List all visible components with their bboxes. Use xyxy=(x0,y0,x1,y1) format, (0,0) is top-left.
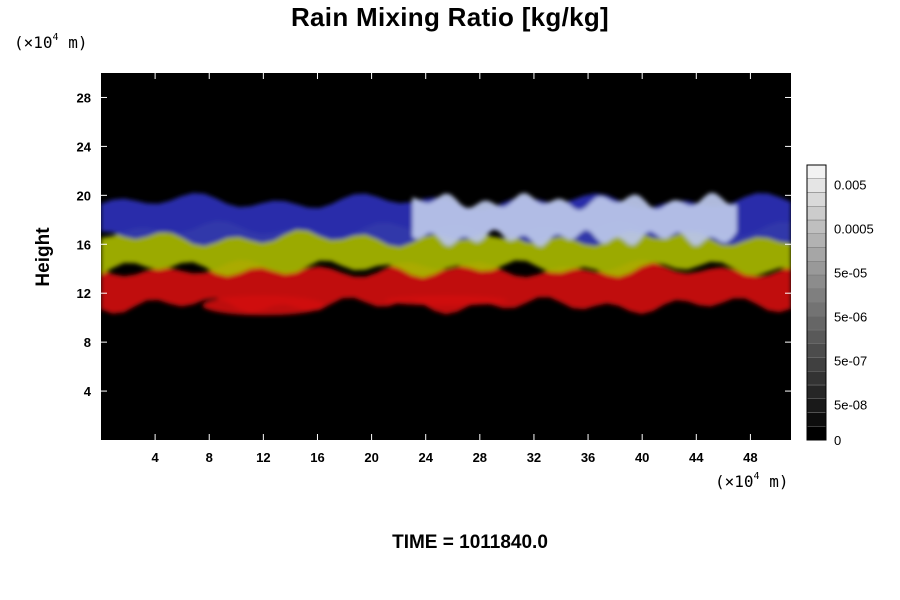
x-tick-label: 28 xyxy=(473,450,487,465)
colorbar-segment xyxy=(806,398,827,413)
x-tick-label: 32 xyxy=(527,450,541,465)
band-light-blue-0 xyxy=(412,192,737,247)
colorbar-label: 5e-05 xyxy=(834,265,867,280)
x-tick-label: 4 xyxy=(152,450,160,465)
colorbar-segment xyxy=(806,288,827,303)
colorbar-segment xyxy=(806,247,827,262)
chart-title: Rain Mixing Ratio [kg/kg] xyxy=(290,2,610,32)
colorbar-segment xyxy=(806,206,827,221)
colorbar-segment xyxy=(806,219,827,234)
colorbar-segment xyxy=(806,371,827,386)
colorbar-segment xyxy=(806,302,827,317)
rain-field xyxy=(101,192,791,316)
x-tick-label: 24 xyxy=(418,450,433,465)
colorbar-label: 5e-06 xyxy=(834,309,867,324)
x-tick-label: 40 xyxy=(635,450,649,465)
colorbar-segment xyxy=(806,178,827,193)
x-tick-label: 20 xyxy=(364,450,378,465)
x-tick-label: 12 xyxy=(256,450,270,465)
x-tick-label: 8 xyxy=(206,450,213,465)
colorbar-label: 5e-07 xyxy=(834,353,867,368)
colorbar-segment xyxy=(806,357,827,372)
y-tick-label: 12 xyxy=(77,286,91,301)
colorbar-segment xyxy=(806,164,827,179)
y-tick-label: 20 xyxy=(77,188,91,203)
y-axis-unit: (×104 m) xyxy=(14,31,88,52)
x-tick-label: 36 xyxy=(581,450,595,465)
colorbar-segment xyxy=(806,426,827,441)
colorbar-segment xyxy=(806,261,827,276)
x-axis-unit: (×104 m) xyxy=(715,470,789,491)
y-tick-label: 24 xyxy=(77,139,92,154)
y-tick-label: 4 xyxy=(84,384,92,399)
x-tick-label: 16 xyxy=(310,450,324,465)
y-tick-label: 16 xyxy=(77,237,91,252)
band-red-patch-0 xyxy=(202,295,325,316)
colorbar-segment xyxy=(806,233,827,248)
y-tick-label: 8 xyxy=(84,335,91,350)
colorbar-segment xyxy=(806,384,827,399)
colorbar-segment xyxy=(806,343,827,358)
colorbar-segment xyxy=(806,329,827,344)
time-footer: TIME = 1011840.0 xyxy=(392,532,548,553)
y-tick-label: 28 xyxy=(77,90,91,105)
colorbar-label: 0.0005 xyxy=(834,221,874,236)
colorbar-segment xyxy=(806,274,827,289)
colorbar-label: 0.005 xyxy=(834,177,867,192)
band-red-patch-1 xyxy=(385,295,507,306)
colorbar-segment xyxy=(806,192,827,207)
colorbar-segment xyxy=(806,316,827,331)
colorbar-label: 5e-08 xyxy=(834,397,867,412)
x-tick-label: 44 xyxy=(689,450,704,465)
colorbar-segment xyxy=(806,412,827,427)
colorbar-frame xyxy=(806,164,827,441)
colorbar-label: 0 xyxy=(834,433,841,448)
x-tick-label: 48 xyxy=(743,450,757,465)
